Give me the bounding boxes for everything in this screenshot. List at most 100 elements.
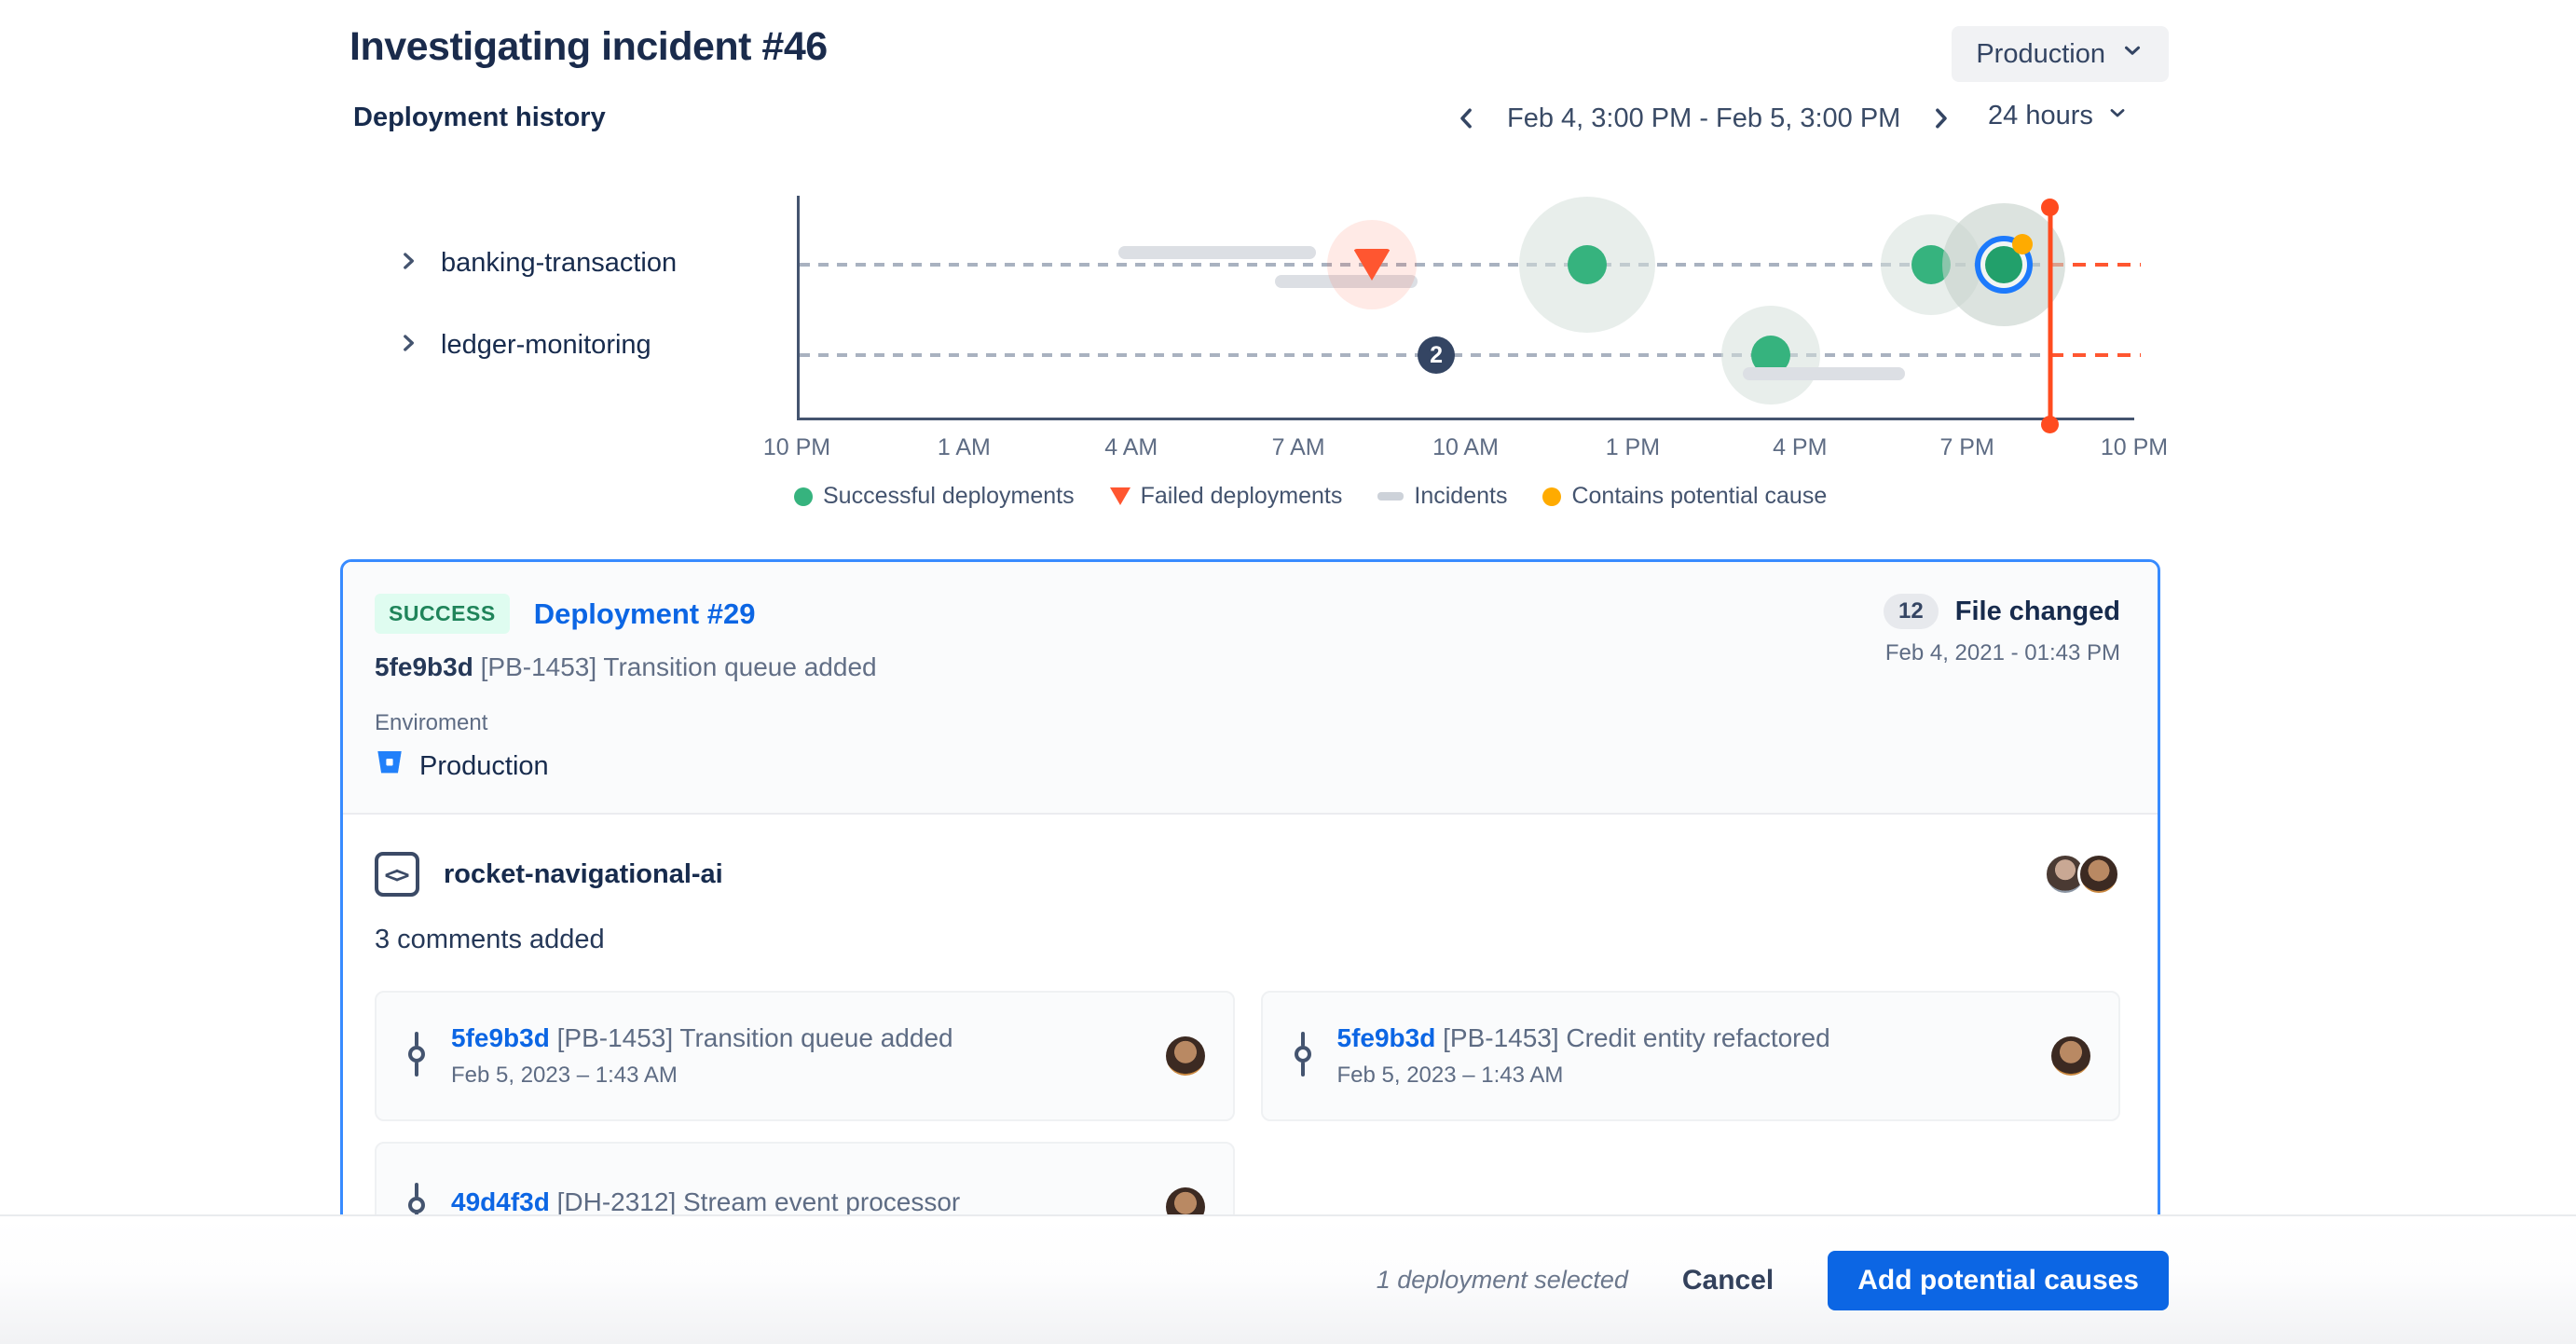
git-commit-icon — [404, 1031, 429, 1081]
x-tick-label: 4 PM — [1773, 434, 1828, 460]
deployment-card-body: <> rocket-navigational-ai 3 comments add… — [343, 815, 2158, 1272]
failed-triangle-icon — [1109, 487, 1130, 505]
row-label-text: ledger-monitoring — [441, 330, 651, 360]
failed-deployment-marker[interactable] — [1353, 249, 1391, 281]
success-dot-icon — [794, 487, 813, 506]
chart-legend: Successful deployments Failed deployment… — [794, 483, 1827, 510]
row-label-text: banking-transaction — [441, 248, 678, 278]
prev-range-button[interactable] — [1449, 101, 1485, 136]
successful-deployment-marker[interactable] — [1567, 245, 1607, 284]
legend-item-potential-cause: Contains potential cause — [1542, 483, 1827, 510]
commit-message: [PB-1453] Transition queue added — [480, 652, 877, 681]
cancel-button[interactable]: Cancel — [1681, 1264, 1774, 1296]
legend-label: Successful deployments — [823, 483, 1075, 509]
chart-row-banking-transaction[interactable]: banking-transaction — [396, 248, 677, 279]
commit-meta: 5fe9b3d [PB-1453] Credit entity refactor… — [1337, 1023, 2030, 1089]
grouped-deployments-badge[interactable]: 2 — [1418, 336, 1456, 374]
comments-summary: 3 comments added — [375, 925, 605, 954]
commit-date: Feb 5, 2023 – 1:43 AM — [1336, 1063, 1564, 1088]
legend-item-failed: Failed deployments — [1109, 483, 1342, 510]
commit-hash-link[interactable]: 5fe9b3d — [451, 1023, 550, 1052]
commit-list: 5fe9b3d [PB-1453] Transition queue added… — [375, 991, 2120, 1272]
commit-card[interactable]: 5fe9b3d [PB-1453] Credit entity refactor… — [1260, 991, 2120, 1121]
commit-meta: 49d4f3d [DH-2312] Stream event processor — [451, 1187, 1144, 1227]
deployment-card-header: SUCCESS Deployment #29 5fe9b3d [PB-1453]… — [343, 562, 2158, 815]
date-range-navigator: Feb 4, 3:00 PM - Feb 5, 3:00 PM — [1449, 101, 1958, 136]
deployment-timestamp: Feb 4, 2021 - 01:43 PM — [1884, 640, 2120, 665]
time-window-label: 24 hours — [1988, 101, 2093, 130]
x-tick-label: 10 PM — [762, 434, 831, 460]
page-title: Investigating incident #46 — [349, 24, 828, 69]
cursor-top-dot-icon — [2041, 199, 2060, 216]
section-title: Deployment history — [353, 103, 606, 132]
x-axis-tick-labels: 10 PM 1 AM 4 AM 7 AM 10 AM 1 PM 4 PM 7 PM 10 PM — [763, 434, 2168, 466]
commit-hash-link[interactable]: 5fe9b3d — [1336, 1023, 1436, 1052]
status-badge: SUCCESS — [375, 594, 510, 634]
chevron-right-icon[interactable] — [396, 331, 420, 360]
repository-name: rocket-navigational-ai — [444, 858, 723, 889]
row-gridline-after-cursor — [2049, 353, 2142, 357]
commit-hash-link[interactable]: 49d4f3d — [451, 1187, 550, 1216]
time-window-selector[interactable]: 24 hours — [1988, 101, 2129, 131]
repository-code-icon: <> — [375, 852, 419, 897]
commit-meta: 5fe9b3d [PB-1453] Transition queue added… — [451, 1023, 1144, 1089]
x-tick-label: 1 PM — [1605, 434, 1661, 460]
avatar — [2077, 853, 2120, 896]
row-gridline-after-cursor — [2049, 263, 2142, 267]
git-commit-icon — [1291, 1031, 1315, 1081]
deployment-commit-line: 5fe9b3d [PB-1453] Transition queue added — [375, 652, 877, 682]
x-tick-label: 7 AM — [1271, 434, 1325, 460]
add-potential-causes-button[interactable]: Add potential causes — [1828, 1250, 2169, 1310]
timeline-cursor[interactable] — [2041, 199, 2060, 433]
avatar — [1165, 1036, 1205, 1076]
selected-deployment-card[interactable]: SUCCESS Deployment #29 5fe9b3d [PB-1453]… — [340, 559, 2160, 1344]
commit-date: Feb 5, 2023 – 1:43 AM — [451, 1063, 678, 1088]
modal-footer: 1 deployment selected Cancel Add potenti… — [0, 1214, 2576, 1344]
selection-ring — [1974, 234, 2033, 294]
row-gridline — [800, 263, 2050, 267]
legend-label: Incidents — [1414, 483, 1508, 509]
selection-summary: 1 deployment selected — [1376, 1266, 1628, 1294]
chevron-right-icon[interactable] — [396, 249, 420, 278]
commit-hash: 5fe9b3d — [375, 652, 473, 681]
potential-cause-dot-icon — [1542, 487, 1562, 506]
incident-bar-marker[interactable] — [1743, 367, 1905, 380]
commit-message: [DH-2312] Stream event processor — [556, 1187, 961, 1216]
environment-selector[interactable]: Production — [1952, 26, 2169, 82]
avatar — [2051, 1036, 2090, 1076]
deployment-card-header-right: 12 File changed Feb 4, 2021 - 01:43 PM — [1884, 594, 2120, 785]
failed-triangle-icon — [1353, 249, 1391, 281]
x-tick-label: 10 PM — [2100, 434, 2169, 460]
x-tick-label: 10 AM — [1432, 434, 1499, 460]
environment-value: Production — [419, 750, 549, 781]
files-changed-count-badge: 12 — [1884, 594, 1939, 629]
chevron-down-icon — [2120, 38, 2144, 70]
commit-message: [PB-1453] Credit entity refactored — [1443, 1023, 1830, 1052]
potential-cause-dot-icon — [2011, 234, 2033, 254]
x-tick-label: 7 PM — [1939, 434, 1994, 460]
environment-field-label: Enviroment — [375, 710, 488, 735]
selected-deployment-marker[interactable] — [1974, 234, 2033, 294]
x-tick-label: 1 AM — [937, 434, 991, 460]
commit-title: 49d4f3d [DH-2312] Stream event processor — [451, 1187, 1144, 1217]
incident-bar-icon — [1377, 492, 1404, 501]
deployment-timeline-chart: 2 — [797, 196, 2142, 433]
legend-label: Contains potential cause — [1571, 483, 1828, 509]
chevron-down-icon — [2106, 101, 2129, 131]
cursor-bottom-dot-icon — [2041, 416, 2060, 433]
chart-row-ledger-monitoring[interactable]: ledger-monitoring — [396, 330, 651, 361]
commit-message: [PB-1453] Transition queue added — [556, 1023, 953, 1052]
bitbucket-environment-icon — [375, 747, 404, 785]
deployment-card-header-left: SUCCESS Deployment #29 5fe9b3d [PB-1453]… — [375, 594, 877, 785]
deployment-count-badge: 2 — [1418, 336, 1456, 374]
contributor-avatars — [2044, 853, 2120, 896]
deployment-link[interactable]: Deployment #29 — [533, 597, 756, 630]
date-range-label: Feb 4, 3:00 PM - Feb 5, 3:00 PM — [1507, 103, 1901, 133]
legend-item-success: Successful deployments — [794, 483, 1075, 510]
next-range-button[interactable] — [1923, 101, 1958, 136]
x-tick-label: 4 AM — [1104, 434, 1158, 460]
commit-card[interactable]: 5fe9b3d [PB-1453] Transition queue added… — [375, 991, 1235, 1121]
incident-bar-marker[interactable] — [1118, 246, 1317, 259]
commit-title: 5fe9b3d [PB-1453] Credit entity refactor… — [1337, 1023, 2030, 1053]
